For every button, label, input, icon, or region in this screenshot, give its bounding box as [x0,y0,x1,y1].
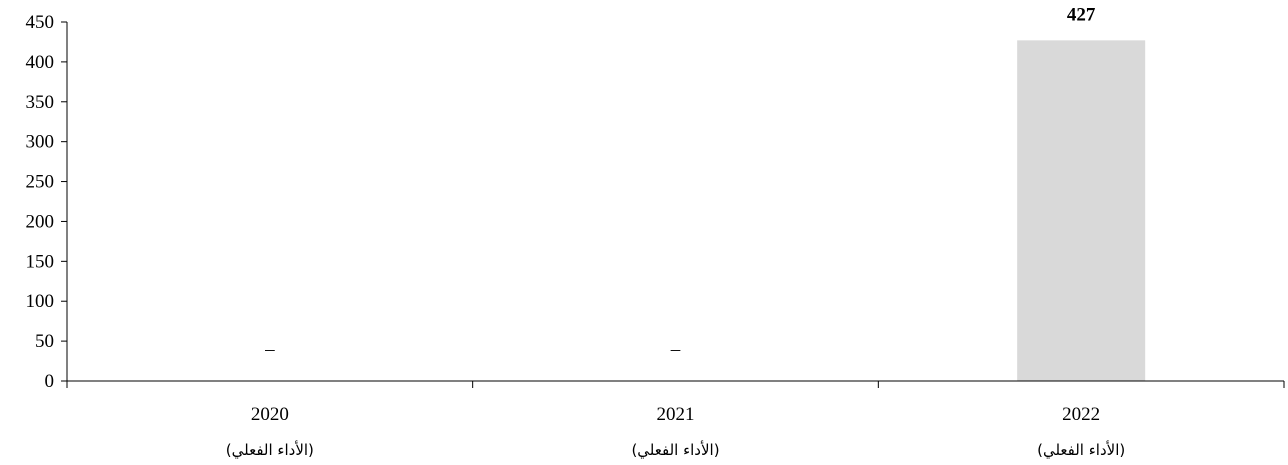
x-tick-label-2022: 2022 [1062,404,1100,425]
y-tick-label-300: 300 [26,132,55,153]
x-tick-label-2020: 2020 [251,404,289,425]
y-tick-label-100: 100 [26,291,55,312]
y-tick-label-200: 200 [26,211,55,232]
y-tick-label-350: 350 [26,92,55,113]
x-sublabel-2020: (الأداء الفعلي) [226,440,314,460]
y-tick-label-50: 50 [35,331,54,352]
y-tick-label-250: 250 [26,172,55,193]
axes-layer [61,21,1285,388]
data-label-2022: 427 [1067,4,1096,25]
y-tick-label-450: 450 [26,12,55,33]
x-tick-label-2021: 2021 [657,404,695,425]
bar-2022 [1017,40,1146,382]
labels-layer: 0 50 100 150 200 250 300 350 400 450 2020 (الأداء ا… [26,4,1126,460]
y-tick-label-400: 400 [26,52,55,73]
data-label-2020: – [264,339,275,360]
y-tick-label-150: 150 [26,251,55,272]
x-sublabel-2021: (الأداء الفعلي) [631,440,719,460]
bars-layer [1017,40,1146,382]
y-tick-label-0: 0 [45,371,55,392]
data-label-2021: – [670,339,681,360]
x-sublabel-2022: (الأداء الفعلي) [1037,440,1125,460]
